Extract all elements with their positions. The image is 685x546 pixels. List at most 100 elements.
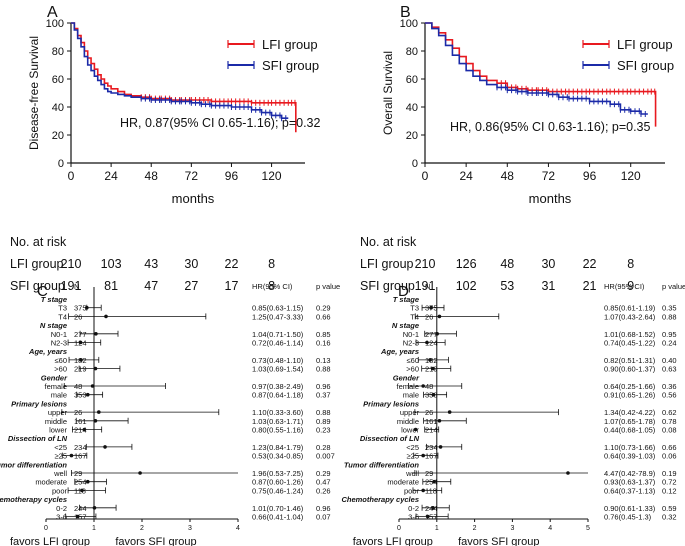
y-tick-label: 40 xyxy=(52,102,64,114)
subgroup-label: middle xyxy=(397,417,419,426)
subgroup-n: 167 xyxy=(425,452,438,461)
risk-count: 43 xyxy=(144,257,158,271)
risk-count: 9 xyxy=(627,279,634,293)
point-estimate xyxy=(103,445,107,449)
x-tick-label: 0 xyxy=(422,169,429,183)
col-header-hr: HR(95% CI) xyxy=(252,282,293,291)
subgroup-hr: 1.03(0.69-1.54) xyxy=(252,365,304,374)
point-estimate xyxy=(431,506,435,510)
point-estimate xyxy=(413,427,418,432)
subgroup-p: 0.19 xyxy=(662,469,677,478)
x-tick-label: 24 xyxy=(104,169,118,183)
favors-lfi-label: favors LFI group xyxy=(353,536,433,546)
x-tick-label: 120 xyxy=(621,169,641,183)
x-tick-label: 72 xyxy=(185,169,199,183)
subgroup-hr: 1.03(0.63-1.71) xyxy=(252,417,304,426)
y-tick-label: 40 xyxy=(406,102,418,114)
subgroup-label: moderate xyxy=(387,478,419,487)
point-estimate xyxy=(79,358,83,362)
subgroup-hr: 0.91(0.65-1.26) xyxy=(604,391,656,400)
subgroup-p: 0.66 xyxy=(662,443,677,452)
y-tick-label: 80 xyxy=(406,46,418,58)
subgroup-header: T stage xyxy=(41,295,67,304)
subgroup-n: 161 xyxy=(425,417,438,426)
subgroup-n: 26 xyxy=(74,312,82,321)
subgroup-hr: 0.64(0.39-1.03) xyxy=(604,452,656,461)
subgroup-hr: 4.47(0.42-78.9) xyxy=(604,469,656,478)
subgroup-label: ≥25 xyxy=(55,452,67,461)
subgroup-n: 157 xyxy=(425,513,438,522)
subgroup-header: Primary lesions xyxy=(363,399,419,408)
risk-count: 22 xyxy=(583,257,597,271)
subgroup-p: 0.16 xyxy=(316,339,331,348)
subgroup-hr: 0.74(0.45-1.22) xyxy=(604,339,656,348)
risk-count: 48 xyxy=(500,257,514,271)
y-tick-label: 80 xyxy=(52,46,64,58)
subgroup-hr: 1.10(0.33-3.60) xyxy=(252,408,304,417)
panel-label: D xyxy=(398,283,409,300)
hr-annotation: HR, 0.86(95% CI 0.63-1.16); p=0.35 xyxy=(450,120,651,134)
x-tick-label: 96 xyxy=(583,169,597,183)
subgroup-label: upper xyxy=(400,408,420,417)
risk-count: 30 xyxy=(184,257,198,271)
risk-count: 8 xyxy=(627,257,634,271)
subgroup-n: 26 xyxy=(425,408,433,417)
subgroup-hr: 0.97(0.38-2.49) xyxy=(252,382,304,391)
subgroup-hr: 1.25(0.47-3.33) xyxy=(252,312,304,321)
subgroup-label: >60 xyxy=(406,365,419,374)
subgroup-p: 0.32 xyxy=(662,513,677,522)
subgroup-label: N0-1 xyxy=(403,330,419,339)
subgroup-p: 0.63 xyxy=(662,365,677,374)
risk-count: 191 xyxy=(415,279,436,293)
subgroup-label: upper xyxy=(48,408,68,417)
subgroup-p: 0.23 xyxy=(316,426,331,435)
subgroup-label: <25 xyxy=(406,443,419,452)
subgroup-hr: 0.53(0.34-0.85) xyxy=(252,452,304,461)
subgroup-label: >60 xyxy=(54,365,67,374)
x-tick-label: 0 xyxy=(68,169,75,183)
point-estimate xyxy=(421,384,425,388)
subgroup-hr: 0.87(0.60-1.26) xyxy=(252,478,304,487)
risk-count: 210 xyxy=(415,257,436,271)
point-estimate xyxy=(447,410,452,414)
subgroup-hr: 1.07(0.65-1.78) xyxy=(604,417,656,426)
subgroup-label: N2-3 xyxy=(51,339,67,348)
risk-row-label: SFI group xyxy=(360,279,415,293)
subgroup-hr: 1.01(0.68-1.52) xyxy=(604,330,656,339)
subgroup-n: 244 xyxy=(425,504,438,513)
risk-table-header: No. at risk xyxy=(360,235,417,249)
x-tick-label: 4 xyxy=(548,525,552,532)
subgroup-label: 0-2 xyxy=(56,504,67,513)
subgroup-hr: 1.10(0.73-1.66) xyxy=(604,443,656,452)
subgroup-label: 0-2 xyxy=(408,504,419,513)
subgroup-p: 0.07 xyxy=(316,513,331,522)
subgroup-p: 0.40 xyxy=(662,356,677,365)
subgroup-hr: 0.66(0.41-1.04) xyxy=(252,513,304,522)
subgroup-hr: 0.76(0.45-1.3) xyxy=(604,513,652,522)
panel-label: B xyxy=(400,4,411,21)
subgroup-n: 234 xyxy=(74,443,87,452)
subgroup-label: ≥25 xyxy=(407,452,419,461)
subgroup-header: Dissection of LN xyxy=(8,434,68,443)
subgroup-header: Chemotherapy cycles xyxy=(341,495,419,504)
subgroup-n: 214 xyxy=(425,426,438,435)
hr-annotation: HR, 0.87(95% CI 0.65-1.16); p=0.32 xyxy=(120,116,321,130)
subgroup-header: Age, years xyxy=(28,347,67,356)
subgroup-hr: 0.90(0.60-1.37) xyxy=(604,365,656,374)
subgroup-n: 254 xyxy=(74,478,87,487)
x-axis-label: months xyxy=(172,191,215,206)
x-tick-label: 120 xyxy=(262,169,282,183)
subgroup-hr: 1.34(0.42-4.22) xyxy=(604,408,656,417)
subgroup-header: Primary lesions xyxy=(11,399,67,408)
subgroup-label: lower xyxy=(49,426,67,435)
subgroup-n: 29 xyxy=(74,469,82,478)
col-header-p: p value xyxy=(316,282,340,291)
risk-count: 22 xyxy=(225,257,239,271)
x-tick-label: 2 xyxy=(473,525,477,532)
favors-lfi-label: favors LFI group xyxy=(10,536,90,546)
subgroup-n: 254 xyxy=(425,478,438,487)
risk-count: 210 xyxy=(61,257,82,271)
y-tick-label: 20 xyxy=(406,130,418,142)
risk-count: 30 xyxy=(541,257,555,271)
risk-count: 8 xyxy=(268,257,275,271)
